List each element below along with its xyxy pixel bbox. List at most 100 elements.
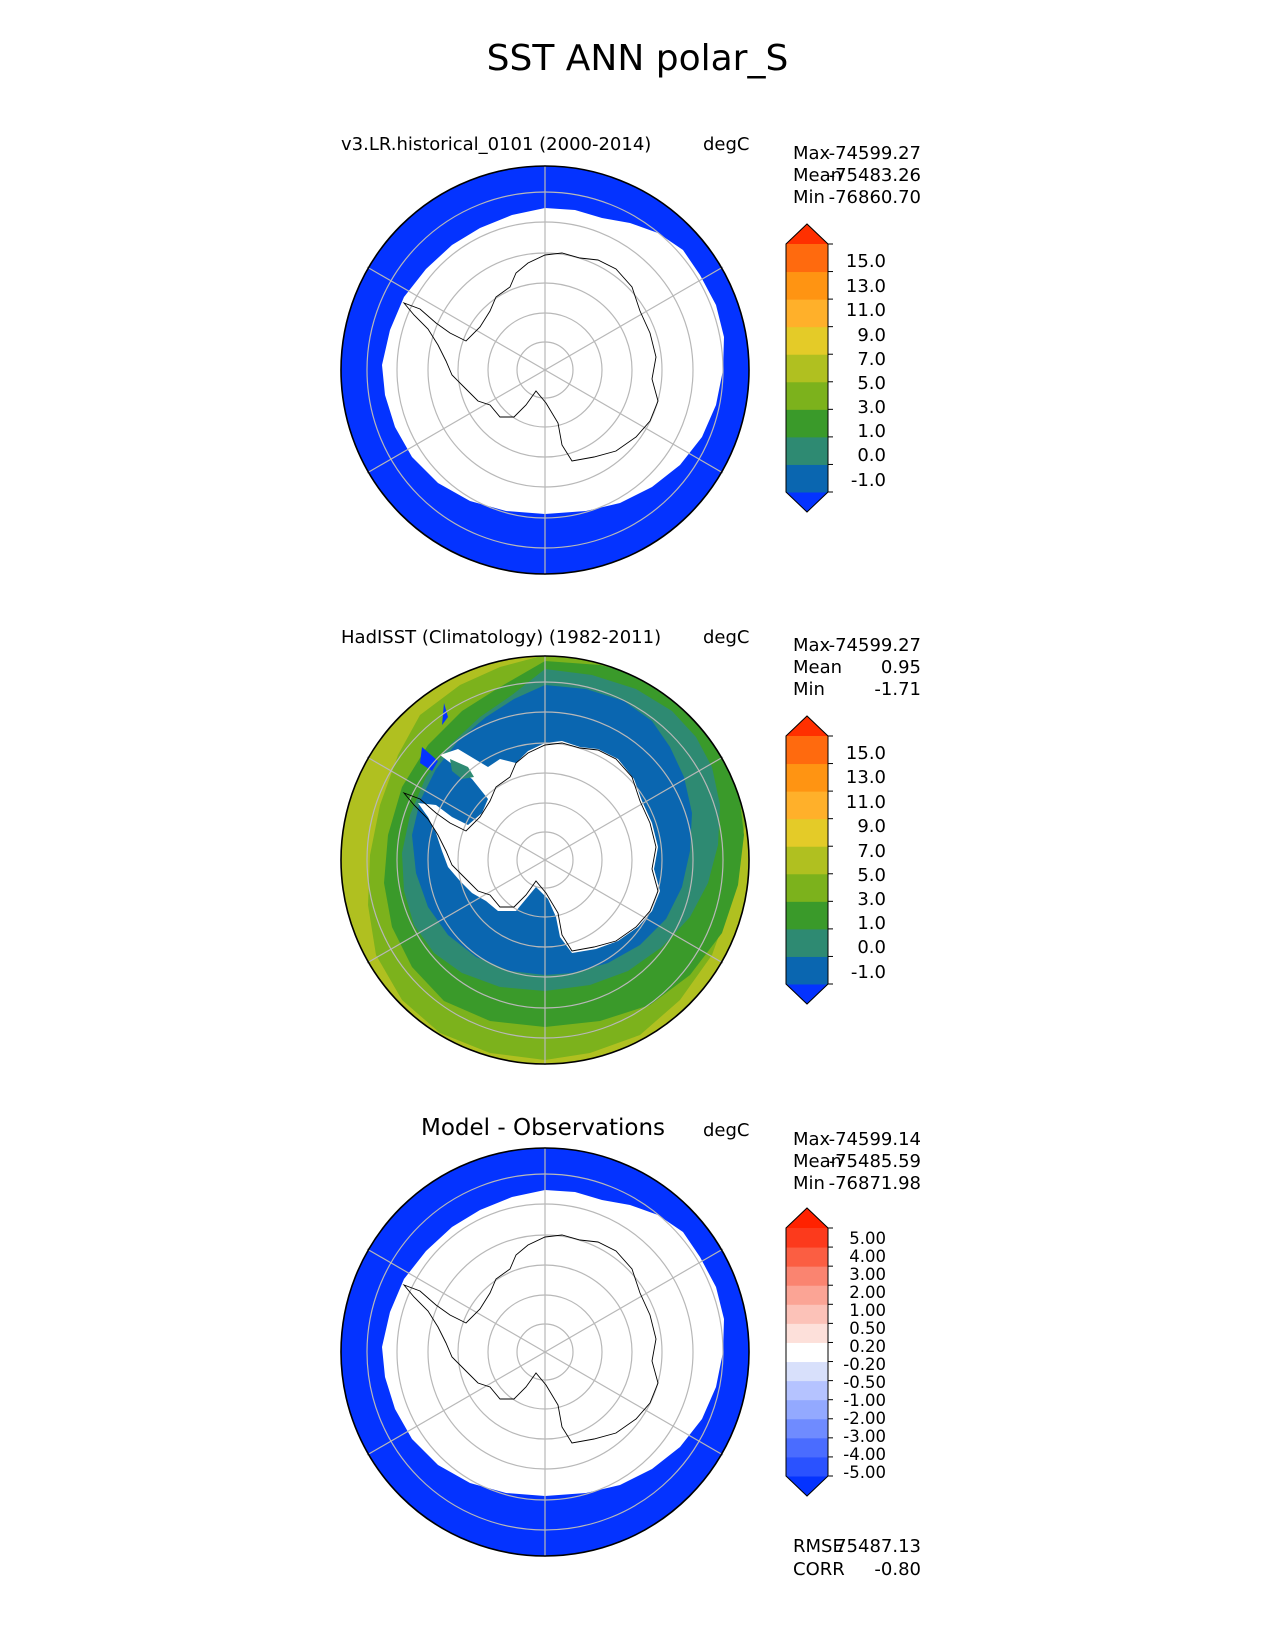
sst-below-minus1 (420, 747, 438, 771)
colorbar-extend-min (786, 984, 828, 1004)
map-boundary (340, 165, 750, 575)
cbar-tick-label: 3.0 (857, 397, 886, 418)
cbar-tick-label: 9.0 (857, 325, 886, 346)
colorbar-swatch (786, 1228, 828, 1248)
stat-mean-value: -75483.26 (828, 165, 921, 186)
cbar-tick-label: 1.0 (857, 913, 886, 934)
cbar-tick-label: -3.00 (843, 1427, 886, 1446)
cbar-tick-label: 7.0 (857, 841, 886, 862)
colorbar-swatch (786, 1342, 828, 1363)
cbar-tick-label: 11.0 (845, 300, 886, 321)
colorbar-swatch (786, 1399, 828, 1420)
cbar-tick-label: 4.00 (849, 1247, 886, 1266)
colorbar-swatch (786, 1418, 828, 1439)
polar-map-test (340, 165, 750, 575)
colorbar-swatch (786, 354, 828, 383)
ice-zone-blank (382, 208, 724, 514)
cbar-tick-label: 0.0 (857, 937, 886, 958)
stat-min-label: Min (793, 1173, 825, 1194)
colorbar-outline (785, 223, 829, 513)
cbar-tick-label: 7.0 (857, 349, 886, 370)
cbar-tick-label: 0.20 (849, 1337, 886, 1356)
rmse-value: 75487.13 (835, 1536, 921, 1557)
colorbar-diff (785, 1207, 833, 1497)
colorbar-test (785, 223, 833, 513)
graticule (366, 1147, 724, 1557)
rmse-label: RMSE (793, 1536, 844, 1557)
cbar-tick-label: -2.00 (843, 1409, 886, 1428)
cbar-tick-label: 15.0 (845, 743, 886, 764)
colorbar-swatch (786, 1304, 828, 1324)
figure-title: SST ANN polar_S (486, 38, 789, 79)
colorbar-swatch (786, 818, 828, 847)
colorbar-extend-max (786, 716, 828, 736)
colorbar-swatch (786, 1323, 828, 1343)
stat-mean-value: -75485.59 (828, 1151, 921, 1172)
colorbar-swatch (786, 1380, 828, 1401)
cbar-tick-label: 0.0 (857, 445, 886, 466)
cbar-tick-label: 9.0 (857, 816, 886, 837)
stat-mean-label: Mean (793, 1151, 843, 1172)
colorbar-swatch (786, 1456, 828, 1477)
antarctica-coastline (402, 252, 659, 462)
cbar-tick-label: -1.0 (850, 470, 886, 491)
cbar-tick-label: -1.0 (850, 962, 886, 983)
colorbar-swatch (786, 326, 828, 355)
colorbar-swatch (786, 1247, 828, 1267)
cbar-tick-label: 5.0 (857, 373, 886, 394)
panel-title: HadISST (Climatology) (1982-2011) (341, 627, 662, 648)
stat-mean-label: Mean (793, 657, 843, 678)
stat-max-value: -74599.27 (828, 635, 921, 656)
polar-map-reference (340, 655, 750, 1065)
colorbar-swatch (786, 244, 828, 273)
colorbar-swatch (786, 271, 828, 300)
cbar-tick-label: 3.0 (857, 889, 886, 910)
stat-max-label: Max (793, 1129, 831, 1150)
antarctica-coastline (402, 742, 659, 952)
ice-zone-blank (382, 1190, 724, 1496)
colorbar-swatch (786, 409, 828, 438)
stat-min-value: -76860.70 (828, 187, 921, 208)
stat-mean-value: 0.95 (880, 657, 921, 678)
cbar-tick-label: -5.00 (843, 1463, 886, 1482)
stat-min-value: -76871.98 (828, 1173, 921, 1194)
colorbar-extend-max (786, 1208, 828, 1228)
stat-min-label: Min (793, 679, 825, 700)
colorbar-swatch (786, 928, 828, 957)
map-boundary (340, 1147, 750, 1557)
stat-max-value: -74599.14 (828, 1129, 921, 1150)
panel-title: Model - Observations (421, 1115, 666, 1141)
cbar-tick-label: 11.0 (845, 792, 886, 813)
colorbar-swatch (786, 1361, 828, 1382)
cbar-tick-label: 1.0 (857, 421, 886, 442)
stat-min-label: Min (793, 187, 825, 208)
cbar-tick-label: -4.00 (843, 1445, 886, 1464)
colorbar-swatch (786, 299, 828, 328)
colorbar-swatch (786, 1285, 828, 1305)
corr-label: CORR (793, 1559, 845, 1580)
cbar-tick-label: 1.00 (849, 1301, 886, 1320)
colorbar-swatch (786, 736, 828, 765)
units-label: degC (703, 627, 750, 648)
cbar-tick-label: 13.0 (845, 276, 886, 297)
map-boundary (340, 655, 750, 1065)
sst-band-0-1 (450, 759, 474, 779)
colorbar-reference (785, 715, 833, 1005)
cbar-tick-label: 5.0 (857, 865, 886, 886)
antarctica-land-and-ice (418, 741, 660, 953)
colorbar-swatch (786, 1266, 828, 1286)
cbar-tick-label: 3.00 (849, 1265, 886, 1284)
colorbar-extend-min (786, 1476, 828, 1496)
colorbar-swatch (786, 956, 828, 985)
colorbar-swatch (786, 846, 828, 875)
colorbar-swatch (786, 436, 828, 465)
colorbar-swatch (786, 464, 828, 493)
colorbar-outline (785, 715, 829, 1005)
stat-mean-label: Mean (793, 165, 843, 186)
polar-map-diff (340, 1147, 750, 1557)
cbar-tick-label: -0.20 (843, 1355, 886, 1374)
cbar-tick-label: -0.50 (843, 1373, 886, 1392)
cbar-tick-label: 13.0 (845, 767, 886, 788)
sst-below-minus1 (442, 703, 448, 725)
colorbar-swatch (786, 1437, 828, 1458)
